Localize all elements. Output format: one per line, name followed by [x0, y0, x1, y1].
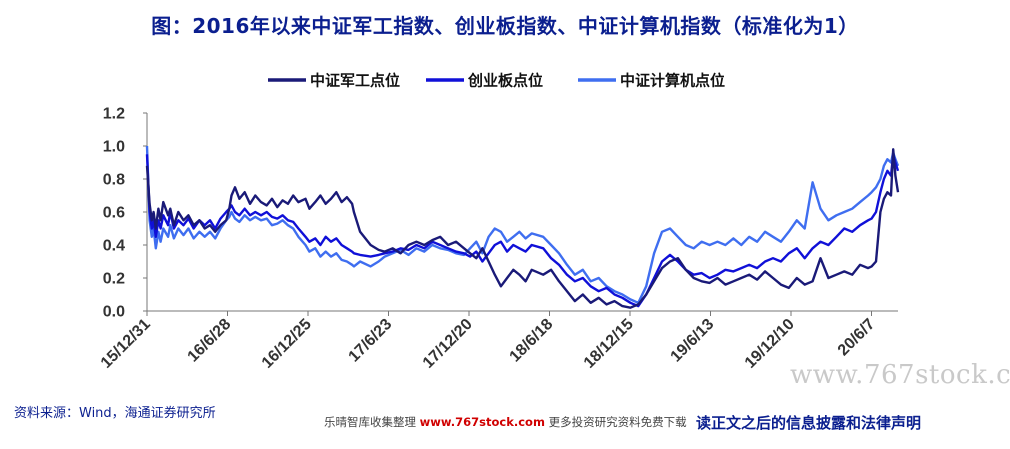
x-tick-label: 18/6/18 [507, 316, 557, 366]
x-tick-label: 19/6/13 [668, 316, 718, 366]
y-tick-label: 0.2 [103, 271, 125, 288]
y-tick-label: 0.6 [103, 205, 125, 222]
legend-label: 创业板点位 [467, 72, 543, 90]
x-tick-label: 20/6/7 [835, 316, 879, 360]
chart-legend: 中证军工点位 创业板点位 中证计算机点位 [268, 72, 725, 90]
y-tick-label: 0.4 [103, 238, 125, 255]
y-tick-label: 0.0 [103, 304, 125, 321]
series-line-0 [145, 148, 900, 309]
chart-title: 图：2016年以来中证军工指数、创业板指数、中证计算机指数（标准化为1） [151, 14, 859, 38]
footer-bar: 乐晴智库收集整理 www.767stock.com 更多投资研究资料免费下载 [324, 414, 687, 430]
y-tick-label: 1.0 [103, 139, 125, 156]
y-tick-label: 1.2 [103, 106, 125, 123]
chart-series [145, 145, 900, 309]
series-line-1 [145, 153, 900, 308]
x-tick-label: 16/6/28 [185, 316, 235, 366]
y-tick-label: 0.8 [103, 172, 125, 189]
footer-left-text: 乐晴智库收集整理 [324, 415, 416, 429]
watermark: www.767stock.com [790, 360, 1010, 390]
footer-site-link[interactable]: www.767stock.com [419, 415, 545, 429]
x-tick-label: 15/12/31 [98, 316, 154, 372]
legend-label: 中证计算机点位 [620, 72, 725, 90]
x-tick-label: 17/12/20 [420, 316, 476, 372]
source-note: 资料来源：Wind，海通证券研究所 [14, 406, 216, 421]
legend-label: 中证军工点位 [310, 72, 400, 90]
footer-right-text: 更多投资研究资料免费下载 [548, 415, 687, 429]
x-tick-label: 18/12/15 [581, 316, 637, 372]
x-tick-label: 17/6/23 [346, 316, 396, 366]
x-tick-label: 16/12/25 [259, 316, 315, 372]
disclaimer-text: 读正文之后的信息披露和法律声明 [696, 414, 922, 432]
